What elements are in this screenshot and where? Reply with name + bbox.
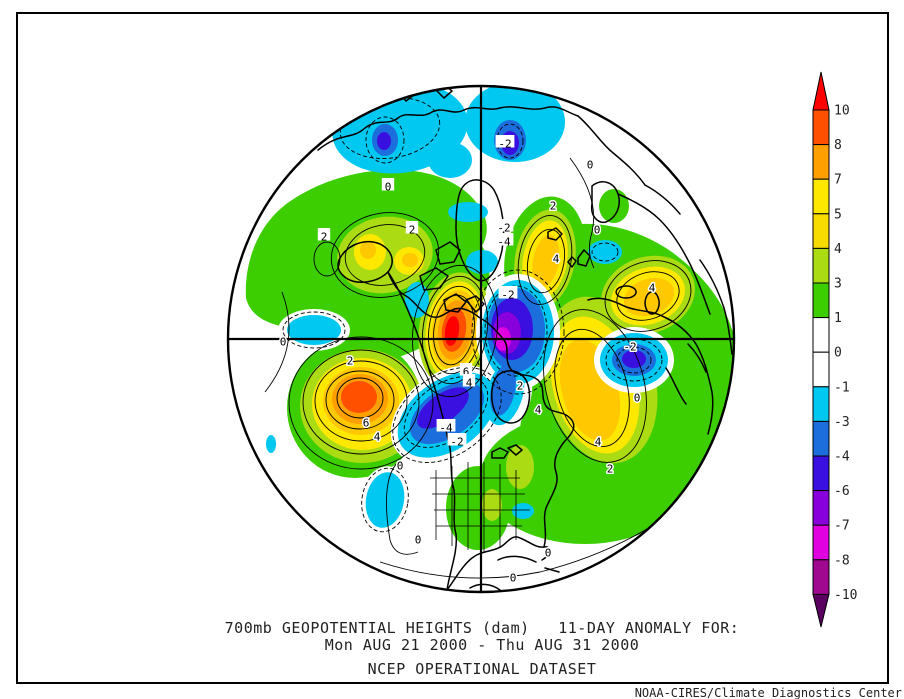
contour-label: -2	[497, 222, 510, 235]
colorbar-tick-label: 8	[834, 138, 842, 153]
contour-label: 0	[587, 159, 594, 172]
contour-label: 2	[607, 463, 614, 476]
colorbar-segment	[812, 524, 830, 561]
contour-label: -4	[439, 422, 453, 435]
map-boundary-circle	[226, 84, 736, 594]
contour-label: 0	[634, 392, 641, 405]
contour-label: 0	[594, 224, 601, 237]
contour-label-box	[381, 178, 395, 191]
figure-frame	[16, 12, 889, 684]
contour-label: 0	[545, 547, 552, 560]
colorbar-tick-label: 4	[834, 242, 842, 257]
colorbar-tick-label: -1	[834, 380, 850, 395]
colorbar-segment	[812, 420, 830, 457]
contour-label: 2	[517, 380, 524, 393]
contour-label-box	[317, 228, 331, 241]
dataset-label: NCEP OPERATIONAL DATASET	[368, 660, 597, 678]
contour-label-box	[462, 374, 476, 387]
contour-label: 0	[397, 460, 404, 473]
contour-label: 2	[550, 200, 557, 213]
contour-label-box	[459, 363, 473, 376]
contour-label: 4	[553, 253, 560, 266]
contour-label: 4	[595, 436, 602, 449]
colorbar-segment	[812, 213, 830, 249]
contour-label-box	[494, 219, 514, 232]
colorbar-over-arrow	[812, 71, 830, 111]
colorbar-tick-label: 0	[834, 346, 842, 361]
colorbar-segment	[812, 559, 830, 595]
contour-label-box	[498, 286, 518, 299]
contour-label: 0	[415, 534, 422, 547]
colorbar-tick-label: -10	[834, 588, 857, 603]
contour-label: 4	[535, 404, 542, 417]
contour-label: 0	[385, 181, 392, 194]
contour-label-box	[436, 419, 456, 432]
map-title: 700mb GEOPOTENTIAL HEIGHTS (dam) 11-DAY …	[225, 619, 740, 637]
contour-label: -2	[498, 138, 511, 151]
colorbar-segment	[812, 282, 830, 319]
colorbar-tick-label: -4	[834, 450, 850, 465]
contour-label-box	[405, 221, 419, 234]
contour-label: -2	[450, 436, 463, 449]
colorbar-segment	[812, 144, 830, 180]
colorbar-segment	[812, 351, 830, 388]
contour-label: 6	[363, 417, 370, 430]
contour-label: -4	[497, 236, 511, 249]
contour-label: 4	[374, 431, 381, 444]
colorbar-segment	[812, 247, 830, 284]
contour-label: -2	[623, 341, 636, 354]
coastlines	[317, 86, 733, 591]
colorbar-segment	[812, 178, 830, 215]
meridian-crosshair	[228, 86, 734, 592]
colorbar-tick-label: -7	[834, 519, 850, 534]
colorbar-tick-label: -3	[834, 415, 850, 430]
contour-label: 2	[321, 231, 328, 244]
colorbar-segment	[812, 109, 830, 146]
contour-label: 4	[466, 377, 473, 390]
map-date-range: Mon AUG 21 2000 - Thu AUG 31 2000	[325, 636, 640, 654]
contour-label: 4	[649, 282, 656, 295]
colorbar-tick-label: 10	[834, 104, 850, 119]
colorbar-segment	[812, 455, 830, 492]
contour-label-box	[494, 233, 514, 246]
colorbar-tick-label: 7	[834, 173, 842, 188]
contour-label: 0	[280, 336, 287, 349]
contour-label: 6	[463, 366, 470, 379]
colorbar-tick-label: -6	[834, 484, 850, 499]
contour-label: 2	[347, 355, 354, 368]
colorbar-tick-label: -8	[834, 553, 850, 568]
colorbar-tick-label: 5	[834, 207, 842, 222]
colorbar-segment	[812, 490, 830, 526]
colorbar-cells	[812, 109, 830, 595]
contour-label: -2	[501, 289, 514, 302]
attribution-text: NOAA-CIRES/Climate Diagnostics Center	[635, 686, 902, 699]
colorbar-under-arrow	[812, 593, 830, 628]
colorbar-tick-label: 1	[834, 311, 842, 326]
contour-label: 0	[510, 572, 517, 585]
colorbar-segment	[812, 386, 830, 422]
contour-label-box	[495, 135, 515, 148]
colorbar-segment	[812, 317, 830, 353]
contour-label: 2	[409, 224, 416, 237]
colorbar-tick-label: 3	[834, 277, 842, 292]
contour-label-box	[447, 433, 467, 446]
